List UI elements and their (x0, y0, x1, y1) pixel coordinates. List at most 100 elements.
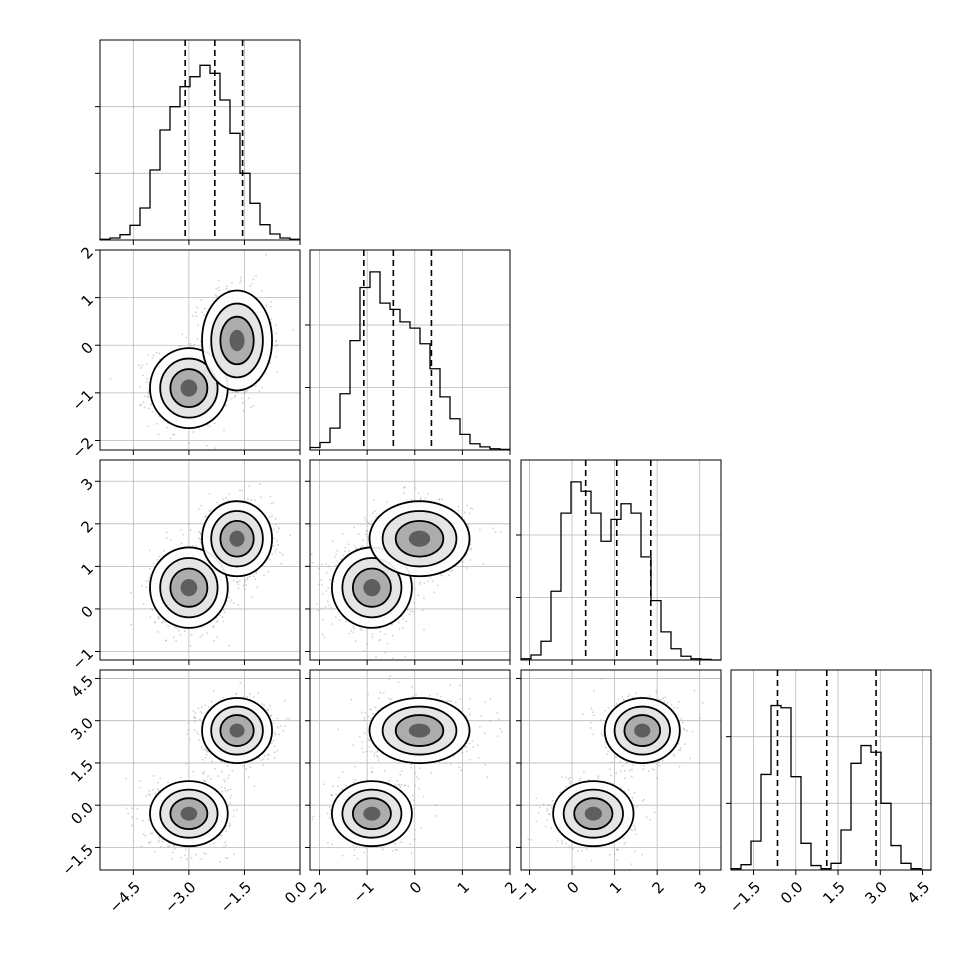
sample-point (271, 515, 274, 518)
sample-point (274, 345, 277, 348)
sample-point (271, 552, 274, 555)
sample-point (348, 632, 351, 635)
sample-point (237, 583, 240, 586)
sample-point (212, 842, 215, 845)
sample-point (259, 496, 262, 499)
sample-point (147, 391, 150, 394)
sample-point (255, 275, 257, 277)
sample-point (172, 636, 175, 639)
sample-point (275, 523, 278, 526)
sample-point (242, 584, 245, 587)
sample-point (167, 846, 170, 848)
sample-point (362, 539, 365, 542)
sample-point (195, 853, 198, 856)
sample-point (173, 848, 176, 850)
sample-point (273, 537, 276, 540)
sample-point (154, 792, 157, 795)
sample-point (219, 861, 221, 863)
sample-point (156, 422, 159, 425)
sample-point (162, 620, 165, 623)
sample-point (203, 778, 205, 781)
density-fill (229, 329, 245, 352)
y-tick-label: 2 (78, 517, 97, 536)
sample-point (189, 342, 192, 345)
sample-point (228, 825, 231, 828)
sample-point (187, 522, 190, 525)
y-tick-label: 3 (78, 475, 97, 494)
sample-point (216, 295, 219, 298)
sample-point (147, 354, 149, 356)
sample-point (327, 604, 330, 607)
sample-point (315, 603, 318, 605)
sample-point (152, 562, 155, 565)
histogram-panel-0 (95, 39, 301, 245)
sample-point (363, 650, 366, 652)
sample-point (201, 311, 203, 314)
sample-point (406, 609, 409, 611)
sample-point (403, 492, 405, 495)
sample-point (275, 340, 278, 342)
sample-point (143, 395, 146, 397)
sample-point (317, 609, 320, 612)
sample-point (229, 788, 232, 791)
sample-point (373, 510, 376, 513)
sample-point (212, 624, 215, 627)
contour-line (159, 557, 219, 619)
sample-point (427, 493, 429, 496)
sample-point (250, 498, 253, 501)
sample-point (320, 563, 323, 566)
sample-point (231, 391, 234, 393)
sample-point (436, 584, 439, 587)
sample-point (149, 794, 152, 797)
sample-point (184, 848, 187, 851)
x-tick-label: 0.0 (777, 878, 807, 908)
sample-point (148, 567, 151, 570)
sample-point (165, 531, 168, 534)
sample-point (405, 620, 408, 623)
contour-line (394, 519, 445, 558)
sample-point (186, 858, 188, 861)
sample-point (151, 410, 154, 413)
sample-point (241, 401, 244, 404)
sample-point (366, 530, 368, 533)
histogram-panel-1 (305, 249, 511, 455)
y-tick-label: 1 (78, 560, 97, 579)
sample-point (223, 846, 225, 849)
sample-point (178, 629, 180, 632)
sample-point (143, 406, 146, 409)
sample-point (360, 629, 363, 632)
density-fill (180, 579, 198, 597)
y-tick-label: −1 (69, 386, 97, 414)
sample-point (269, 361, 272, 364)
sample-point (321, 593, 324, 595)
sample-point (142, 401, 145, 404)
sample-point (158, 471, 160, 473)
sample-point (218, 279, 220, 282)
sample-point (246, 497, 249, 500)
sample-point (140, 584, 143, 587)
histogram-step (309, 271, 510, 451)
sample-point (469, 559, 472, 561)
sample-point (236, 391, 239, 394)
sample-point (492, 527, 495, 530)
sample-point (251, 282, 253, 285)
sample-point (239, 276, 242, 279)
sample-point (203, 780, 206, 783)
sample-point (142, 819, 144, 822)
sample-point (200, 504, 203, 507)
sample-point (215, 287, 218, 290)
sample-point (140, 366, 142, 369)
sample-point (451, 569, 454, 572)
scatter-panel-1-2 (305, 459, 511, 665)
sample-point (232, 579, 235, 582)
sample-point (213, 639, 216, 642)
sample-point (209, 425, 211, 428)
sample-point (152, 354, 155, 357)
sample-point (390, 623, 393, 626)
sample-point (252, 575, 255, 578)
sample-point (246, 578, 249, 581)
sample-point (212, 626, 215, 629)
sample-point (185, 762, 188, 765)
sample-point (247, 397, 250, 400)
